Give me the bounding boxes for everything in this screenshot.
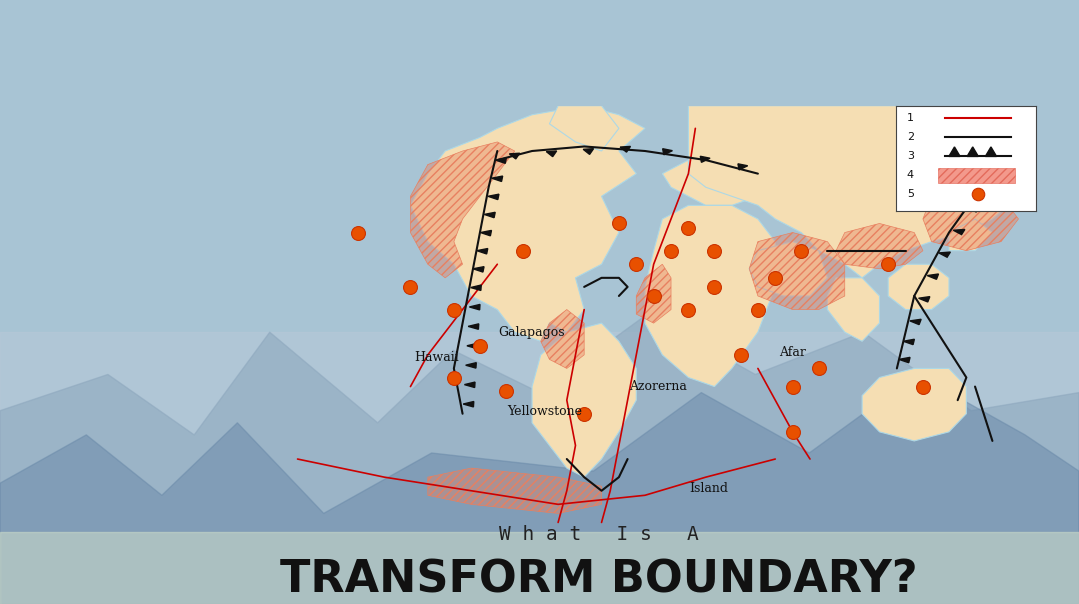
Text: Island: Island (689, 482, 728, 495)
Polygon shape (828, 278, 879, 341)
Polygon shape (509, 153, 520, 159)
Polygon shape (492, 176, 503, 181)
Polygon shape (467, 343, 478, 349)
Text: 4: 4 (906, 170, 914, 181)
Bar (938, 168, 1014, 183)
Text: Galapagos: Galapagos (498, 326, 565, 339)
Polygon shape (484, 212, 495, 217)
Polygon shape (480, 230, 491, 236)
Text: 1: 1 (906, 114, 914, 123)
Polygon shape (532, 323, 637, 477)
Text: W h a t   I s   A: W h a t I s A (498, 525, 699, 544)
Polygon shape (749, 233, 845, 309)
Polygon shape (546, 151, 557, 156)
Polygon shape (495, 158, 506, 163)
Polygon shape (468, 324, 479, 329)
Text: Hawaii: Hawaii (414, 350, 459, 364)
Polygon shape (923, 187, 1019, 251)
Polygon shape (985, 147, 997, 156)
Polygon shape (488, 194, 498, 199)
Polygon shape (749, 242, 828, 296)
Text: Afar: Afar (779, 346, 806, 359)
Polygon shape (862, 368, 967, 441)
Polygon shape (700, 156, 710, 162)
Polygon shape (463, 402, 474, 407)
Polygon shape (967, 147, 979, 156)
Polygon shape (470, 285, 481, 291)
Polygon shape (427, 468, 602, 513)
Polygon shape (466, 362, 476, 368)
Polygon shape (645, 205, 775, 387)
Polygon shape (549, 106, 619, 151)
Polygon shape (541, 309, 584, 368)
Polygon shape (954, 230, 965, 234)
Polygon shape (464, 382, 475, 388)
Polygon shape (939, 252, 951, 257)
Text: Yellowstone: Yellowstone (507, 405, 582, 418)
Polygon shape (888, 265, 950, 309)
Polygon shape (663, 151, 775, 205)
Polygon shape (836, 223, 923, 269)
Polygon shape (477, 248, 488, 254)
Polygon shape (663, 149, 672, 155)
Polygon shape (410, 142, 515, 278)
Polygon shape (584, 149, 593, 155)
Text: 2: 2 (906, 132, 914, 143)
Polygon shape (950, 219, 993, 251)
Text: TRANSFORM BOUNDARY?: TRANSFORM BOUNDARY? (281, 558, 917, 602)
Polygon shape (927, 274, 939, 279)
Text: 5: 5 (906, 190, 914, 199)
Polygon shape (899, 358, 910, 363)
Text: 3: 3 (906, 152, 914, 161)
Polygon shape (469, 304, 480, 310)
Polygon shape (918, 297, 930, 302)
Polygon shape (473, 266, 484, 272)
Polygon shape (903, 339, 914, 345)
Polygon shape (738, 164, 748, 170)
Polygon shape (968, 207, 980, 212)
Polygon shape (948, 147, 960, 156)
Polygon shape (637, 265, 671, 323)
Polygon shape (688, 106, 1036, 278)
Polygon shape (910, 320, 921, 324)
Polygon shape (410, 106, 645, 341)
Polygon shape (620, 146, 630, 152)
Text: Azorerna: Azorerna (629, 380, 687, 393)
